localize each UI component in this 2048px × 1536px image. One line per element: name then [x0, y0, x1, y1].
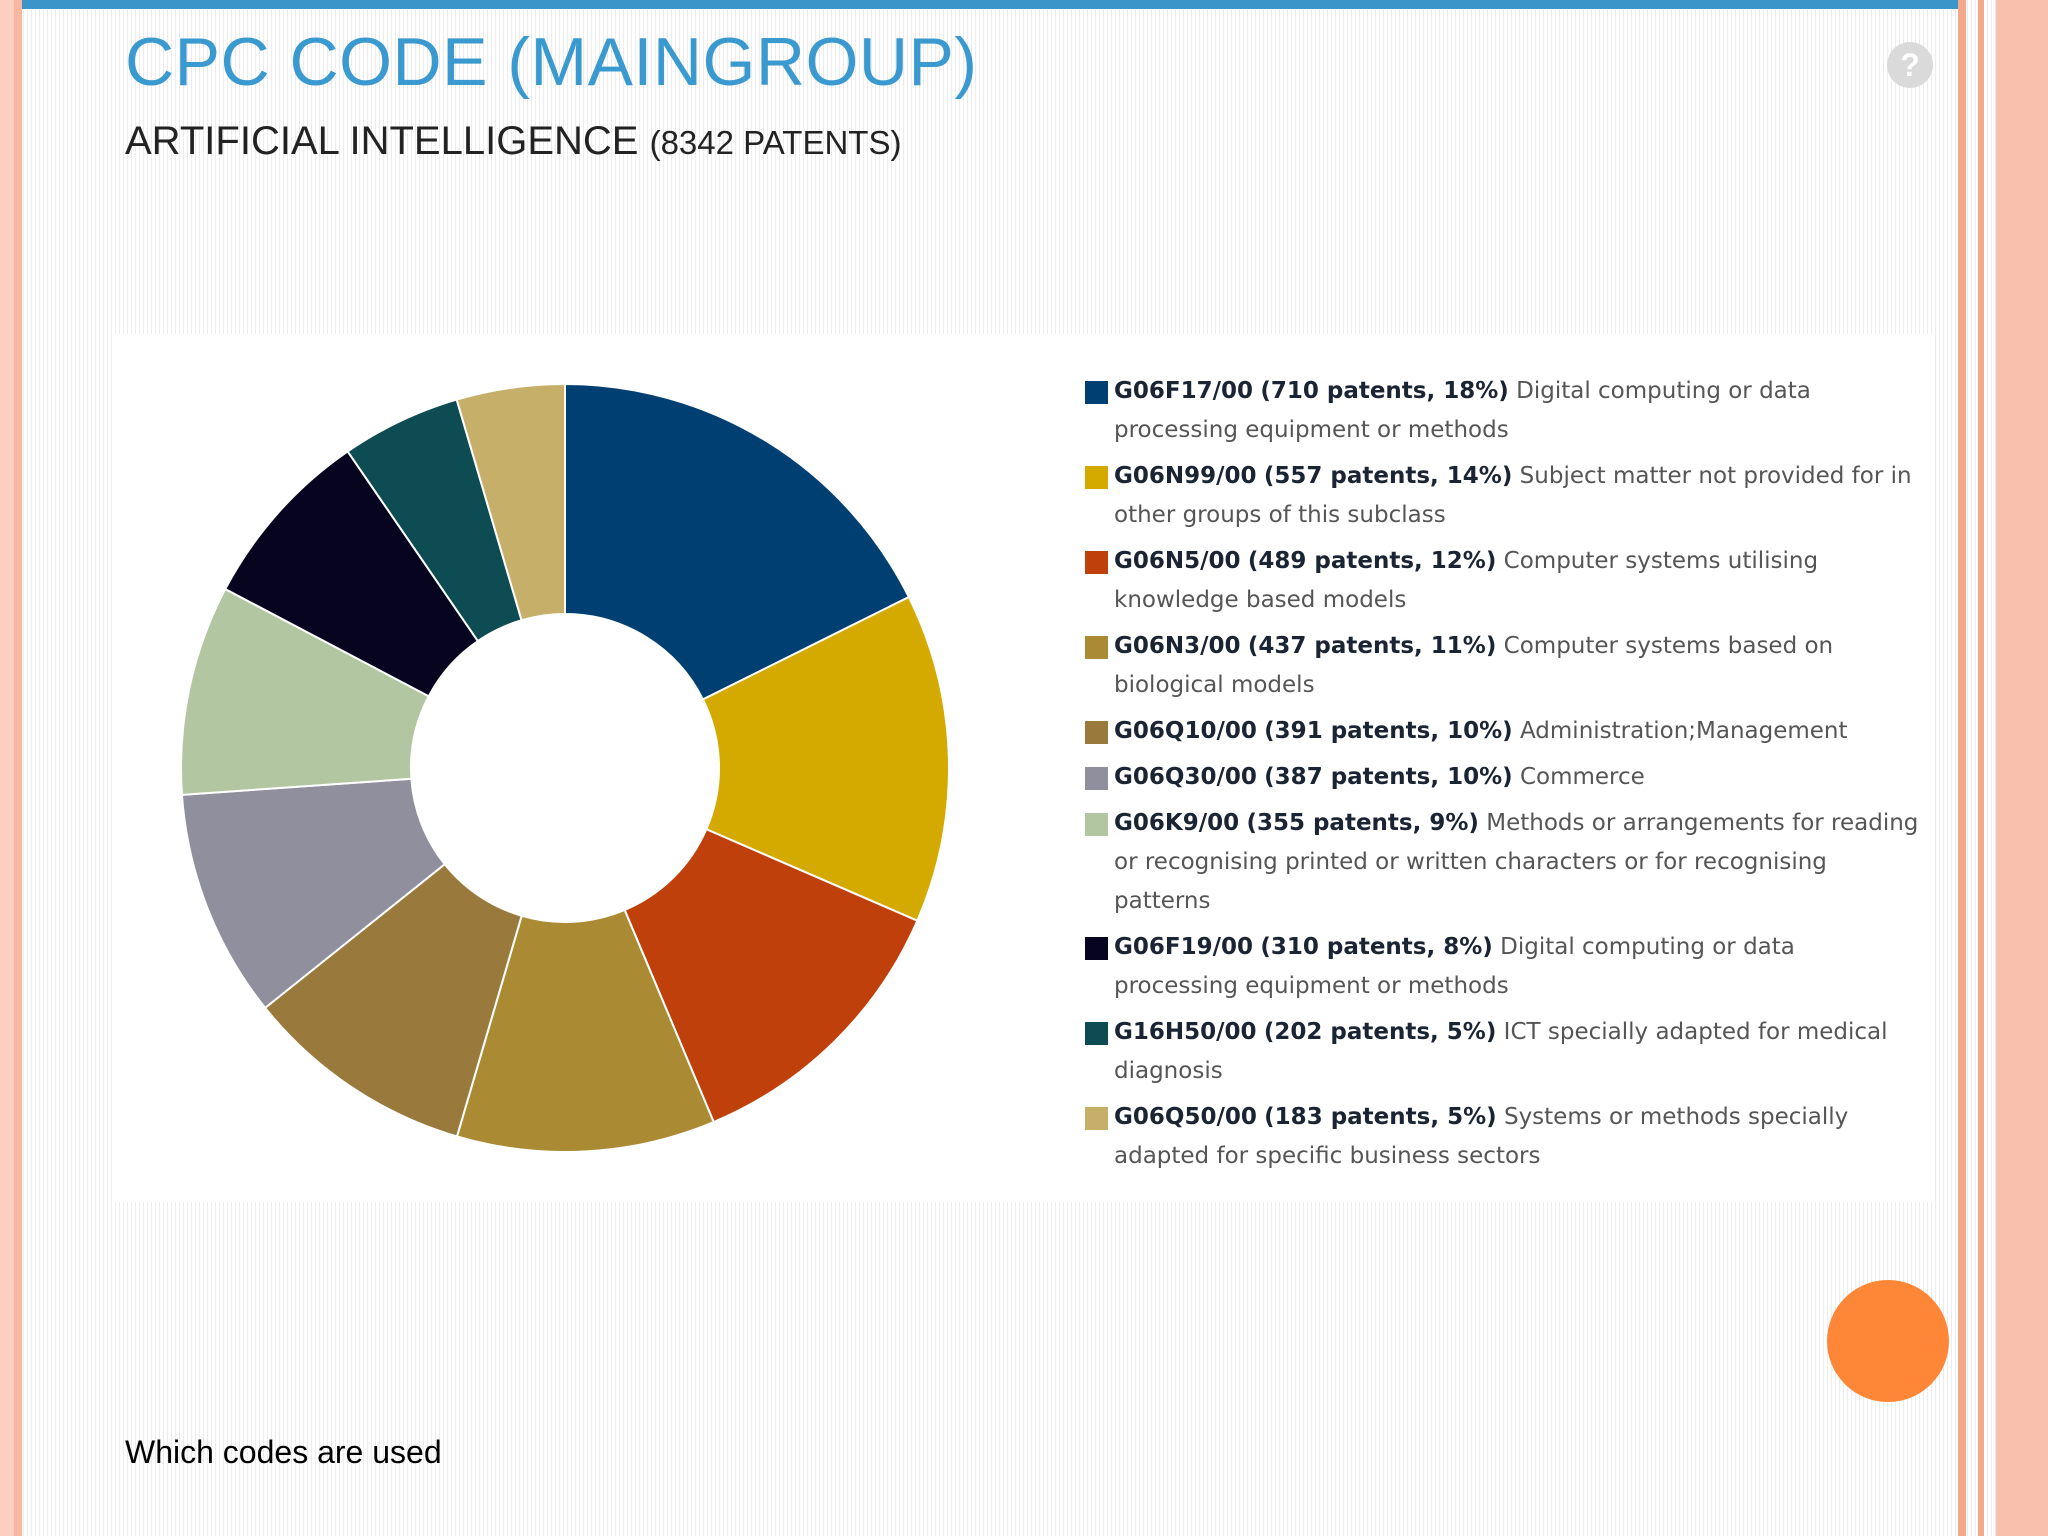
- legend-item[interactable]: G06N5/00 (489 patents, 12%) Computer sys…: [1085, 542, 1925, 620]
- legend-code: G06Q50/00: [1114, 1104, 1257, 1130]
- legend-code: G06N99/00: [1114, 463, 1257, 489]
- legend-item[interactable]: G06N99/00 (557 patents, 14%) Subject mat…: [1085, 457, 1925, 535]
- legend-description: Computer systems based on biological mod…: [1114, 633, 1834, 698]
- legend-swatch: [1085, 636, 1108, 659]
- legend-item[interactable]: G06F19/00 (310 patents, 8%) Digital comp…: [1085, 928, 1925, 1006]
- legend-item[interactable]: G06F17/00 (710 patents, 18%) Digital com…: [1085, 372, 1925, 450]
- subtitle-patent-count: (8342 PATENTS): [649, 124, 902, 161]
- legend-code: G06F19/00: [1114, 934, 1254, 960]
- legend-description: Systems or methods specially adapted for…: [1114, 1104, 1849, 1169]
- legend-description: Subject matter not provided for in other…: [1114, 463, 1912, 528]
- chart-panel: G06F17/00 (710 patents, 18%) Digital com…: [115, 334, 1935, 1202]
- decorative-orange-circle: [1827, 1280, 1949, 1402]
- legend-swatch: [1085, 381, 1108, 404]
- slide-subtitle: ARTIFICIAL INTELLIGENCE (8342 PATENTS): [125, 115, 901, 169]
- legend-stats: (310 patents, 8%): [1260, 934, 1493, 960]
- slide-title: CPC CODE (MAINGROUP): [125, 24, 978, 100]
- legend-code: G06Q10/00: [1114, 718, 1257, 744]
- legend-swatch: [1085, 813, 1108, 836]
- legend-item[interactable]: G06N3/00 (437 patents, 11%) Computer sys…: [1085, 627, 1925, 705]
- legend-code: G16H50/00: [1114, 1019, 1257, 1045]
- legend-code: G06N3/00: [1114, 633, 1241, 659]
- legend-stats: (557 patents, 14%): [1263, 463, 1513, 489]
- left-decorative-line: [14, 0, 22, 1536]
- legend-item[interactable]: G06Q30/00 (387 patents, 10%) Commerce: [1085, 758, 1925, 797]
- legend-stats: (387 patents, 10%): [1264, 764, 1513, 790]
- legend-code: G06Q30/00: [1114, 764, 1257, 790]
- donut-slice[interactable]: [623, 827, 919, 1124]
- legend-swatch: [1085, 721, 1108, 744]
- legend-swatch: [1085, 466, 1108, 489]
- footer-note: Which codes are used: [125, 1434, 442, 1470]
- legend-stats: (355 patents, 9%): [1246, 810, 1479, 836]
- right-decorative-line-secondary: [1978, 0, 1984, 1536]
- legend-stats: (710 patents, 18%): [1260, 378, 1509, 404]
- legend-description: Commerce: [1519, 764, 1645, 790]
- legend-stats: (437 patents, 11%): [1247, 633, 1497, 659]
- donut-slice[interactable]: [180, 587, 431, 796]
- legend-code: G06K9/00: [1114, 810, 1240, 836]
- right-decorative-line: [1958, 0, 1966, 1536]
- legend-stats: (183 patents, 5%): [1264, 1104, 1497, 1130]
- legend-code: G06F17/00: [1114, 378, 1254, 404]
- legend-swatch: [1085, 1107, 1108, 1130]
- legend-stats: (391 patents, 10%): [1264, 718, 1513, 744]
- donut-slice[interactable]: [564, 382, 911, 701]
- donut-slice[interactable]: [180, 777, 447, 1010]
- legend-swatch: [1085, 937, 1108, 960]
- donut-chart: [180, 382, 950, 1153]
- donut-slice[interactable]: [701, 595, 950, 923]
- help-icon[interactable]: ?: [1887, 42, 1933, 88]
- legend-swatch: [1085, 767, 1108, 790]
- subtitle-topic: ARTIFICIAL INTELLIGENCE: [125, 119, 639, 163]
- legend-description: Digital computing or data processing equ…: [1114, 378, 1811, 443]
- donut-slice[interactable]: [455, 382, 566, 622]
- donut-slice[interactable]: [263, 862, 523, 1138]
- legend-item[interactable]: G16H50/00 (202 patents, 5%) ICT speciall…: [1085, 1013, 1925, 1091]
- legend-description: Digital computing or data processing equ…: [1114, 934, 1795, 999]
- legend-swatch: [1085, 1022, 1108, 1045]
- legend-description: Methods or arrangements for reading or r…: [1114, 810, 1919, 914]
- right-decorative-band: [1996, 0, 2048, 1536]
- legend-item[interactable]: G06K9/00 (355 patents, 9%) Methods or ar…: [1085, 804, 1925, 921]
- legend-description: Computer systems utilising knowledge bas…: [1114, 548, 1819, 613]
- legend-description: ICT specially adapted for medical diagno…: [1114, 1019, 1888, 1084]
- chart-legend: G06F17/00 (710 patents, 18%) Digital com…: [1085, 372, 1925, 1183]
- left-decorative-stripe: [0, 0, 14, 1536]
- legend-swatch: [1085, 551, 1108, 574]
- donut-slice[interactable]: [455, 908, 716, 1153]
- legend-item[interactable]: G06Q50/00 (183 patents, 5%) Systems or m…: [1085, 1098, 1925, 1176]
- legend-item[interactable]: G06Q10/00 (391 patents, 10%) Administrat…: [1085, 712, 1925, 751]
- top-accent-bar: [0, 0, 1966, 9]
- legend-description: Administration;Management: [1519, 718, 1848, 744]
- legend-stats: (202 patents, 5%): [1263, 1019, 1497, 1045]
- legend-stats: (489 patents, 12%): [1247, 548, 1497, 574]
- legend-code: G06N5/00: [1114, 548, 1241, 574]
